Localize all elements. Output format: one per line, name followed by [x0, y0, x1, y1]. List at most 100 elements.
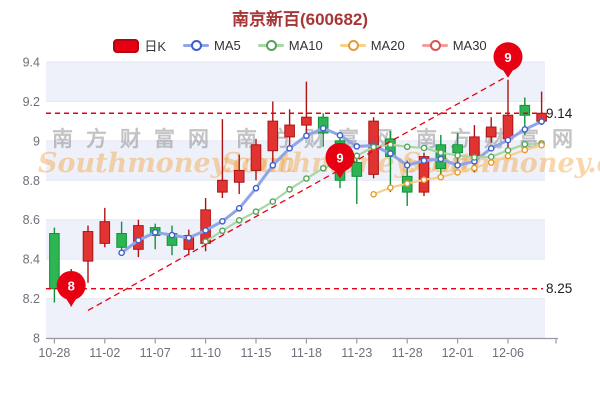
legend-item-ma10[interactable]: MA10 — [257, 38, 323, 53]
pin-label: 9 — [504, 50, 511, 65]
ma5-point-marker — [135, 236, 142, 244]
candle-11-23[interactable] — [351, 152, 363, 204]
chart-legend: 日K MA5 MA10 MA20 MA30 — [0, 36, 600, 55]
candle-11-01[interactable] — [82, 225, 94, 283]
ma20-point-marker — [487, 159, 495, 166]
x-axis-label: 11-23 — [341, 346, 372, 360]
legend-item-ma20[interactable]: MA20 — [339, 38, 405, 53]
candle-body — [485, 126, 497, 138]
ma10-series — [202, 140, 545, 245]
x-axis-label: 12-01 — [442, 346, 474, 360]
legend-item-ma30[interactable]: MA30 — [421, 38, 487, 53]
ma5-point-marker — [521, 126, 529, 133]
pin-label: 9 — [336, 150, 343, 165]
ma5-point-marker — [336, 132, 344, 139]
x-axis-label: 11-15 — [240, 346, 271, 360]
ma10-point-marker — [387, 141, 394, 148]
ma20-point-marker — [370, 190, 377, 198]
ma10-point-marker — [437, 149, 445, 156]
y-axis-label: 8.4 — [23, 253, 40, 267]
candle-11-15[interactable] — [250, 138, 262, 181]
ma20-point-marker — [521, 146, 529, 154]
legend-label: MA30 — [452, 38, 487, 53]
ma5-point-marker — [235, 204, 243, 212]
ma10-point-marker — [521, 140, 529, 148]
candle-10-28[interactable] — [49, 227, 60, 303]
ma20-point-marker — [504, 152, 512, 160]
candle-11-17[interactable] — [284, 109, 295, 149]
candle-11-18[interactable] — [301, 81, 312, 137]
band-stripe — [46, 219, 545, 260]
legend-label: 日K — [144, 39, 167, 54]
ma5-point-marker — [252, 184, 260, 192]
pin-bubble — [56, 270, 86, 300]
price-pin-marker-9: 9 — [325, 142, 355, 179]
candle-body — [82, 231, 94, 262]
candle-11-03[interactable] — [116, 221, 127, 254]
ma20-point-marker — [471, 164, 478, 172]
candle-body — [99, 221, 111, 244]
candle-body — [49, 233, 60, 290]
ma20-point-marker — [454, 169, 461, 176]
ma5-point-marker — [269, 162, 277, 169]
legend-label: MA20 — [370, 38, 405, 53]
plot-bands — [46, 61, 545, 339]
candle-11-02[interactable] — [99, 207, 111, 248]
candle-body — [519, 104, 531, 116]
ma5-point-marker — [202, 227, 209, 234]
ma5-point-marker — [504, 136, 512, 144]
candle-body — [250, 144, 262, 171]
ma10-point-marker — [370, 143, 377, 151]
ma5-point-marker — [319, 124, 327, 132]
candle-body — [502, 114, 514, 140]
ma10-point-marker — [504, 147, 512, 154]
candle-11-11[interactable] — [217, 119, 228, 199]
trend-line — [87, 75, 509, 311]
ma10-point-marker — [252, 208, 260, 215]
candle-body — [351, 162, 363, 177]
ma10-point-marker — [269, 198, 277, 205]
ma5-point-marker — [420, 157, 428, 164]
candle-12-05[interactable] — [485, 117, 497, 143]
candle-11-14[interactable] — [233, 154, 245, 195]
ma5-point-marker — [286, 145, 293, 152]
ma20-point-marker — [538, 141, 545, 149]
legend-item-ma5[interactable]: MA5 — [183, 38, 241, 53]
x-axis-label: 12-06 — [492, 346, 524, 360]
ma20-point-marker — [437, 173, 445, 181]
x-axis-label: 11-10 — [190, 346, 221, 360]
ma5-point-marker — [454, 162, 461, 169]
ma5-point-marker — [185, 234, 193, 242]
x-axis-label: 11-02 — [89, 346, 120, 360]
watermark-cn-text: 南方财富网 — [52, 127, 222, 151]
price-pin-marker-8: 8 — [56, 270, 86, 307]
legend-item-rik[interactable]: 日K — [113, 36, 166, 55]
ref-line-8.25: 8.25 — [46, 281, 572, 296]
ma10-point-marker — [420, 144, 428, 152]
ma10-point-marker — [303, 175, 310, 182]
ref-price-label: 8.25 — [546, 281, 572, 296]
legend-label: MA5 — [214, 38, 241, 53]
ma30-legend-icon — [421, 40, 448, 51]
ma5-point-marker — [118, 249, 125, 257]
ma5-point-marker — [151, 229, 159, 236]
y-axis-label: 8.6 — [23, 213, 40, 227]
candlestick-legend-icon — [113, 38, 140, 53]
ma20-point-marker — [420, 176, 428, 184]
ma5-point-marker — [303, 132, 310, 140]
x-axis-label: 11-28 — [392, 346, 423, 360]
ma5-point-marker — [168, 231, 176, 239]
chart-title: 南京新百(600682) — [231, 10, 369, 29]
ring-glyph — [265, 40, 277, 51]
candle-11-16[interactable] — [267, 101, 279, 167]
candle-body — [267, 120, 279, 152]
ma10-point-marker — [353, 152, 361, 160]
pin-bubble — [325, 142, 355, 172]
legend-label: MA10 — [288, 38, 323, 53]
ma10-point-marker — [403, 143, 411, 151]
candle-body — [116, 233, 127, 248]
band-stripe — [46, 62, 545, 102]
ma10-point-marker — [235, 217, 243, 224]
